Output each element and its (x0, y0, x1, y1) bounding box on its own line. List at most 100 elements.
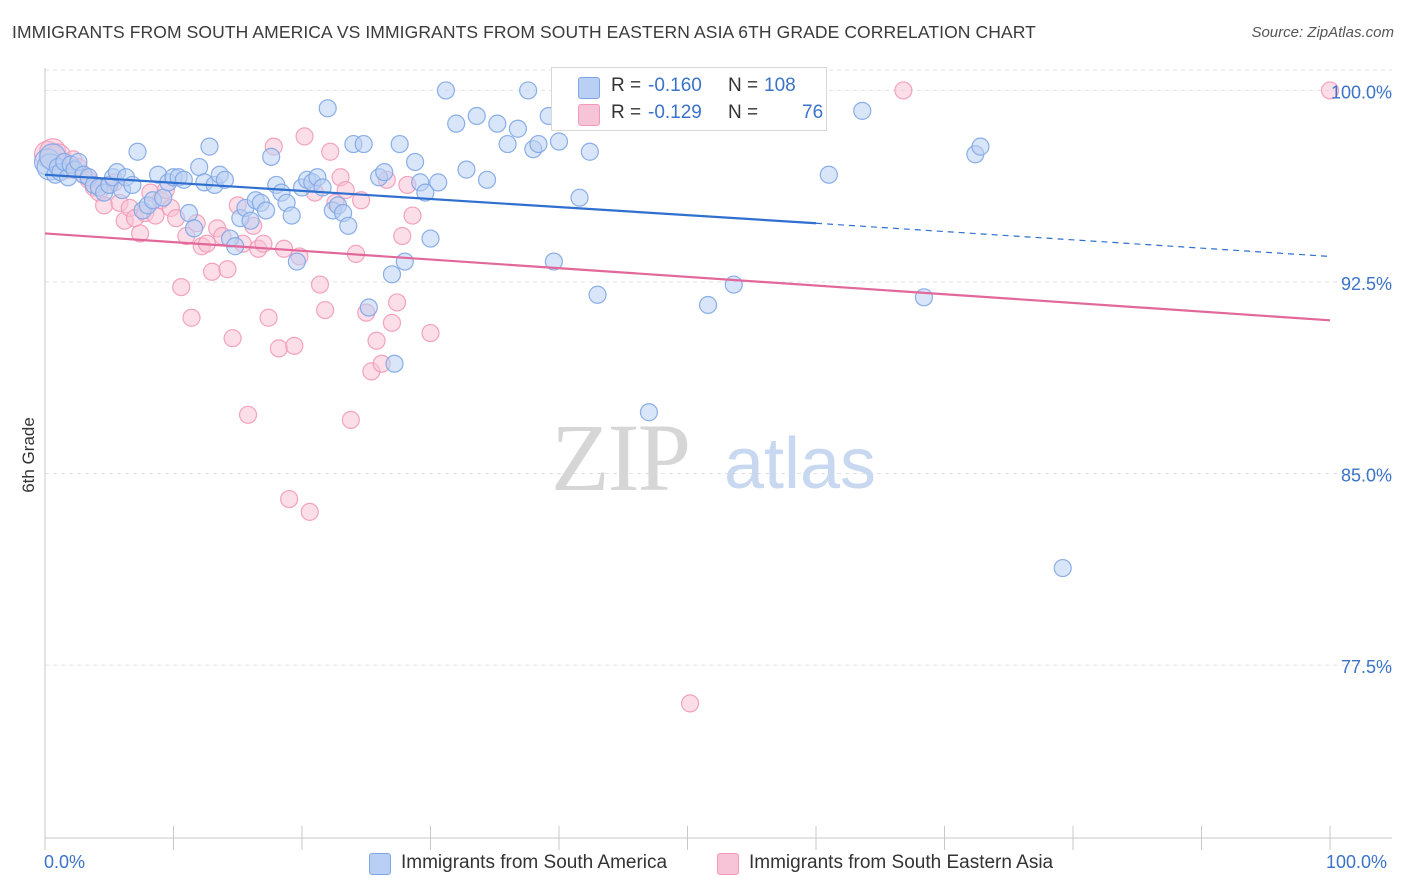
point-south-america (179, 203, 199, 223)
legend-n-label: N = (728, 75, 759, 96)
point-south-america (385, 354, 404, 373)
point-south-america (382, 265, 402, 284)
point-south-america (190, 157, 209, 177)
point-southeast-asia (1320, 81, 1340, 100)
point-south-america (359, 298, 378, 317)
point-south-america (971, 137, 990, 156)
bottom-legend-swatch-blue (369, 853, 391, 875)
x-axis-min-label: 0.0% (44, 852, 86, 872)
gridlines (45, 69, 1392, 666)
y-tick-label: 92.5% (1341, 274, 1392, 294)
x-axis-max-label: 100.0% (1326, 852, 1388, 872)
point-south-america (282, 206, 301, 225)
source-credit: Source: ZipAtlas.com (1251, 24, 1394, 41)
point-south-america (429, 173, 448, 192)
y-tick-label: 85.0% (1341, 466, 1392, 486)
point-south-america (447, 114, 466, 133)
data-points (33, 81, 1340, 713)
watermark-atlas: atlas (724, 424, 876, 504)
point-southeast-asia (421, 323, 440, 343)
point-southeast-asia (285, 336, 304, 355)
point-southeast-asia (130, 224, 150, 243)
point-southeast-asia (218, 260, 237, 279)
point-southeast-asia (393, 226, 412, 246)
point-southeast-asia (269, 339, 288, 358)
trend-line-southeast-asia (44, 232, 1331, 322)
point-southeast-asia (172, 277, 191, 297)
legend-n-value: 108 (764, 75, 796, 96)
point-south-america (287, 252, 306, 271)
point-south-america (508, 119, 527, 138)
point-south-america (405, 152, 425, 172)
point-south-america (436, 81, 456, 100)
point-south-america (154, 188, 173, 207)
point-south-america (819, 165, 838, 184)
point-south-america (395, 252, 414, 271)
point-southeast-asia (336, 180, 355, 200)
point-south-america (354, 134, 373, 154)
point-southeast-asia (280, 489, 299, 509)
point-south-america (339, 216, 358, 235)
legend-swatch-pink (578, 104, 600, 126)
point-southeast-asia (367, 331, 386, 350)
point-southeast-asia (295, 127, 314, 146)
legend-r-value: -0.160 (648, 75, 702, 96)
point-south-america (549, 132, 569, 151)
point-southeast-asia (316, 300, 335, 320)
point-south-america (421, 229, 440, 248)
point-south-america (200, 137, 219, 156)
watermark-zip: ZIP (551, 404, 689, 511)
point-south-america (529, 134, 548, 154)
watermark: ZIP atlas (551, 404, 876, 511)
point-south-america (256, 201, 276, 220)
trend-lines (44, 173, 1331, 322)
trend-line-south-america-extension (815, 222, 1331, 258)
point-southeast-asia (202, 262, 222, 281)
point-south-america (262, 147, 281, 166)
y-tick-labels: 77.5% 85.0% 92.5% 100.0% (1331, 82, 1392, 677)
point-south-america (544, 252, 563, 271)
point-southeast-asia (321, 142, 340, 161)
point-south-america (184, 219, 204, 238)
point-southeast-asia (310, 275, 330, 294)
point-south-america (128, 142, 147, 161)
point-south-america (416, 183, 435, 202)
legend-r-label: R = (611, 75, 642, 96)
point-southeast-asia (382, 313, 402, 332)
bottom-legend-swatch-pink (717, 853, 739, 875)
point-south-america (588, 285, 607, 304)
legend-n-label: N = (728, 102, 759, 123)
point-south-america (375, 163, 394, 182)
legend-r-value: -0.129 (648, 102, 702, 123)
point-south-america (467, 106, 486, 126)
point-southeast-asia (238, 405, 258, 424)
y-axis-label: 6th Grade (19, 417, 38, 493)
axes (44, 68, 1392, 850)
point-south-america (488, 114, 507, 133)
point-south-america (174, 170, 193, 189)
point-south-america (457, 160, 476, 179)
point-southeast-asia (259, 308, 278, 327)
point-southeast-asia (403, 206, 422, 225)
y-tick-label: 77.5% (1341, 657, 1392, 677)
legend-r-label: R = (611, 102, 642, 123)
point-south-america (580, 142, 599, 161)
point-south-america (570, 188, 589, 207)
point-south-america (639, 403, 659, 422)
legend-n-value: 76 (802, 102, 824, 123)
point-south-america (241, 211, 260, 230)
point-south-america (477, 170, 497, 189)
trend-line-south-america (44, 173, 817, 225)
point-southeast-asia (223, 329, 242, 348)
point-southeast-asia (680, 694, 700, 713)
point-southeast-asia (387, 293, 407, 312)
point-southeast-asia (352, 191, 371, 210)
point-south-america (215, 170, 234, 189)
y-tick-label: 100.0% (1331, 82, 1392, 102)
point-southeast-asia (894, 81, 913, 100)
point-southeast-asia (341, 410, 360, 430)
point-south-america (390, 134, 409, 154)
point-southeast-asia (182, 308, 201, 327)
point-south-america (318, 99, 337, 118)
